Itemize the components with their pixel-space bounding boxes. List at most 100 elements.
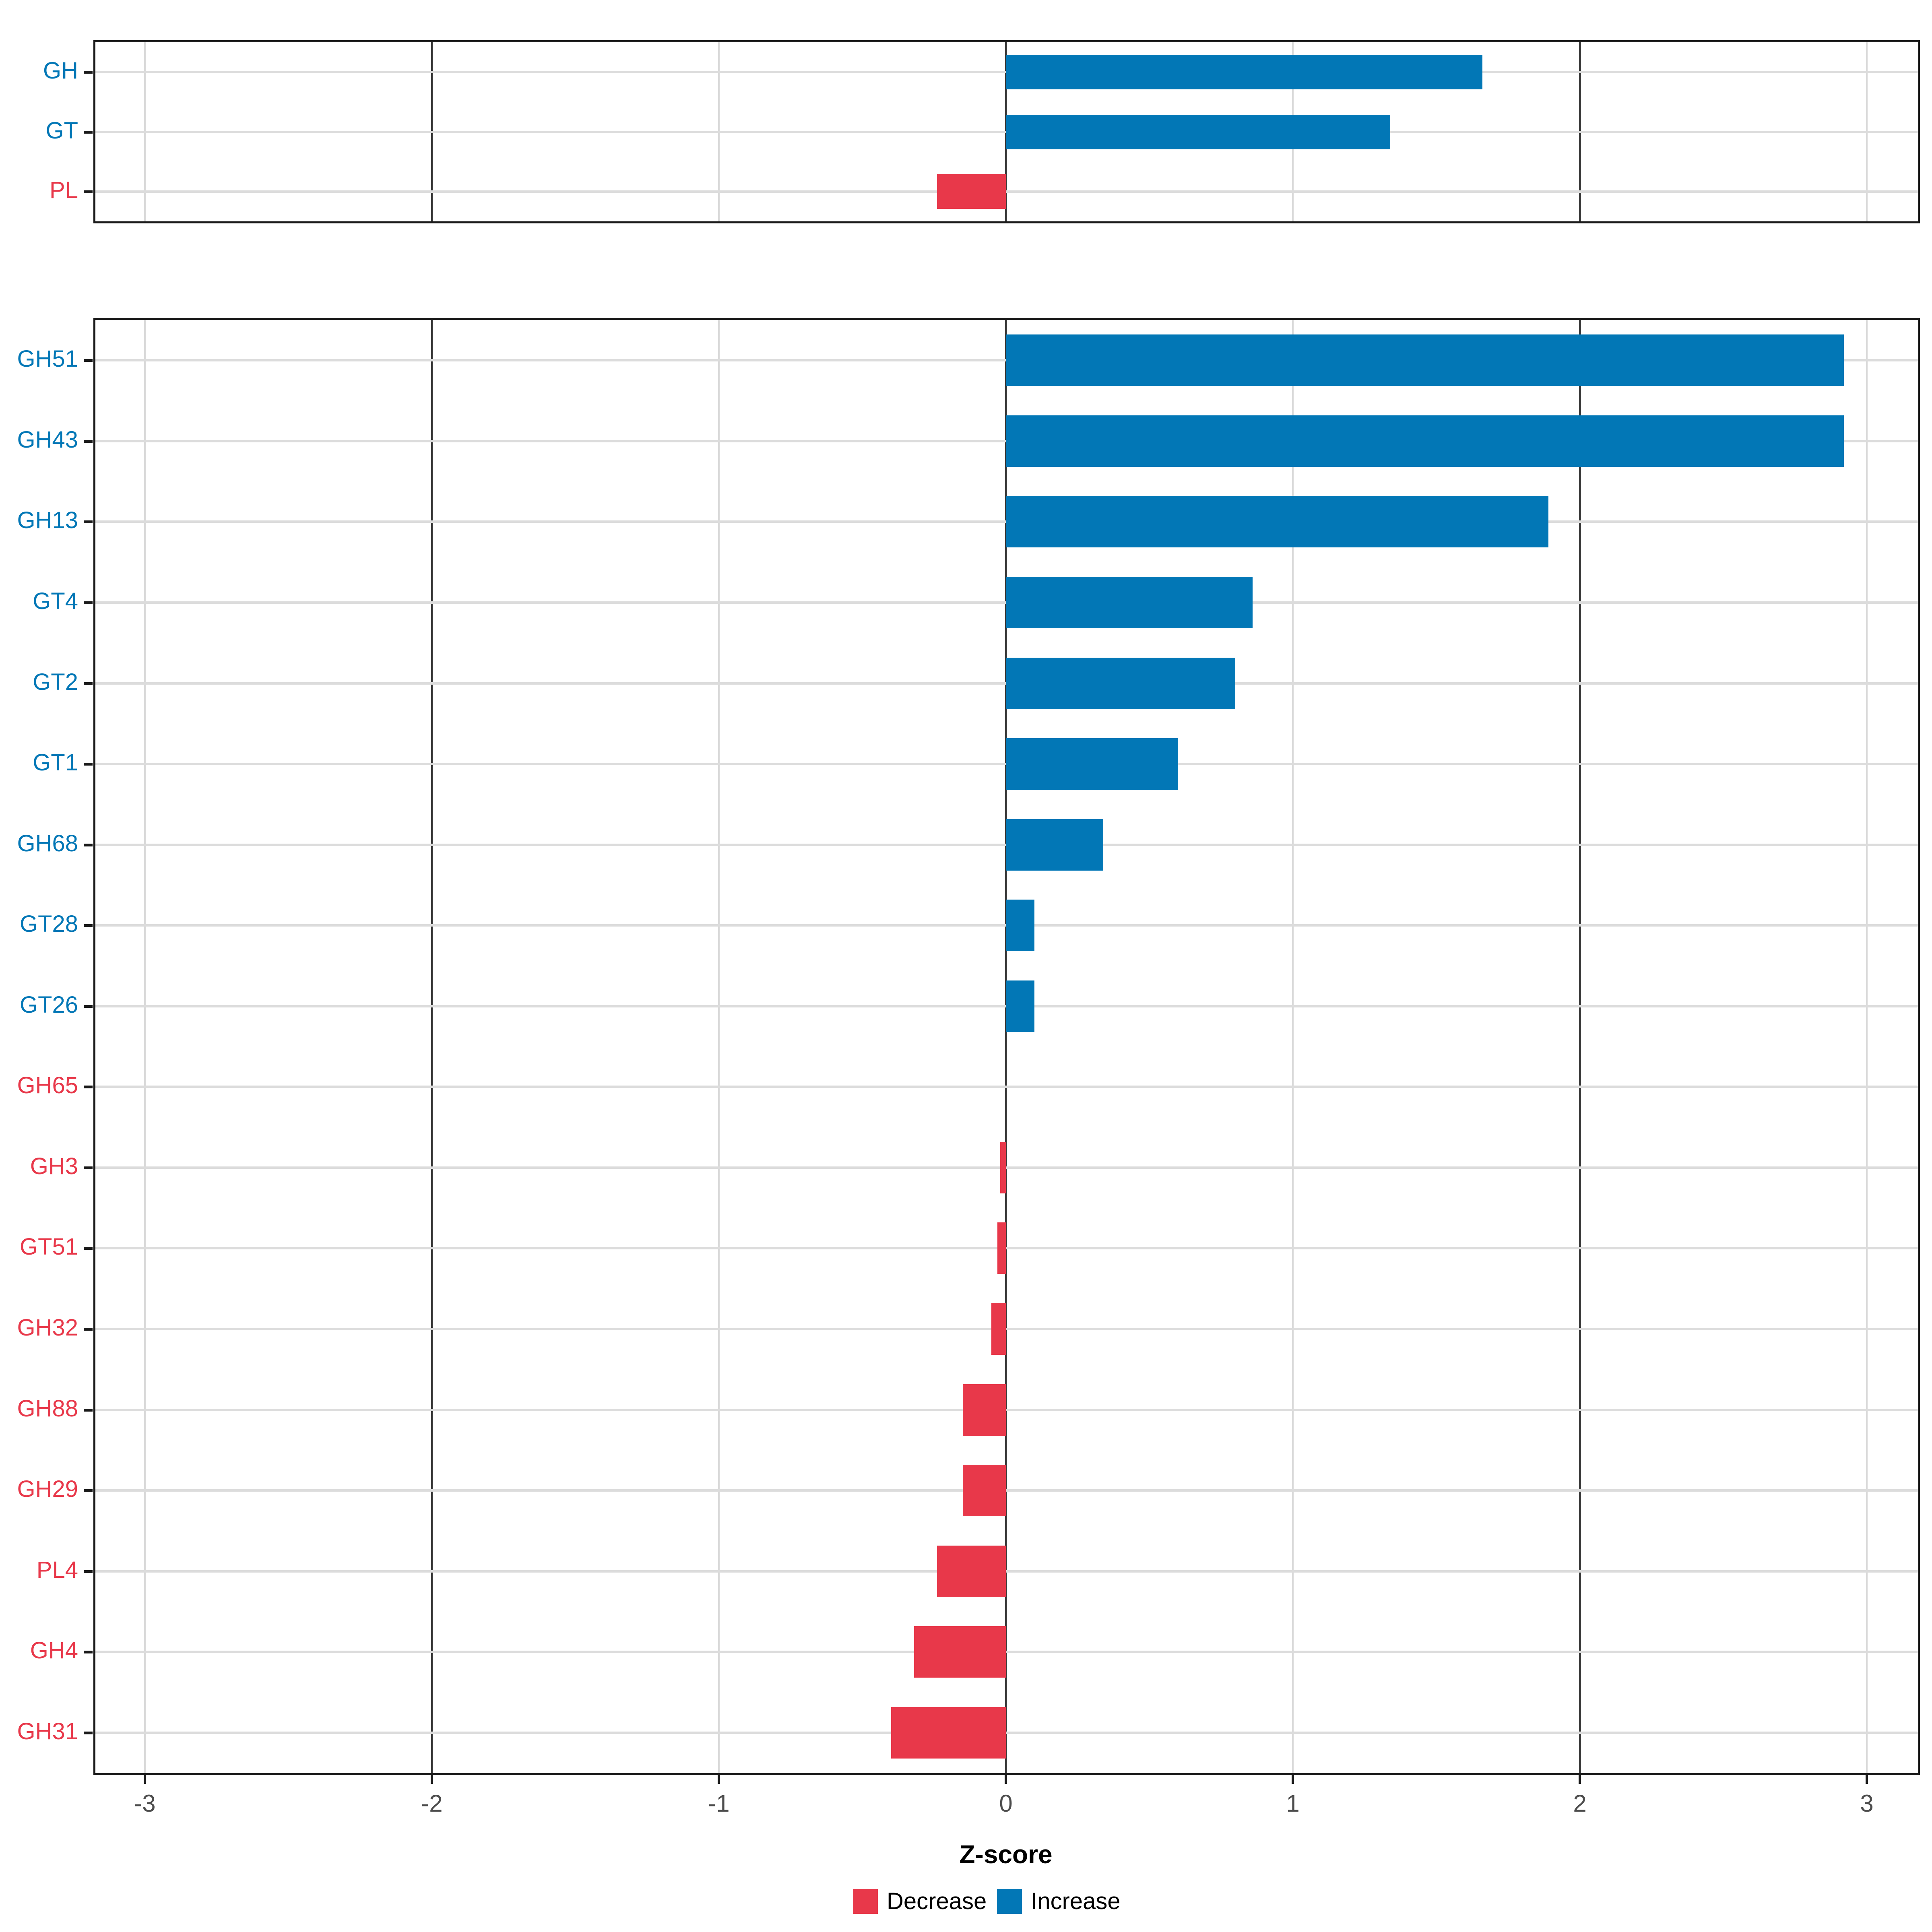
horizontal-gridline bbox=[95, 1327, 1918, 1330]
y-axis-tick bbox=[84, 190, 93, 193]
y-axis-tick bbox=[84, 1408, 93, 1412]
bar-GT28 bbox=[1006, 900, 1035, 952]
horizontal-gridline bbox=[95, 1408, 1918, 1411]
y-axis-label-GH88: GH88 bbox=[17, 1395, 78, 1422]
x-axis-title: Z-score bbox=[959, 1840, 1053, 1869]
y-axis-label-GH4: GH4 bbox=[30, 1637, 78, 1664]
bar-PL bbox=[937, 174, 1006, 209]
bar-PL4 bbox=[937, 1545, 1006, 1597]
y-axis-tick bbox=[84, 1570, 93, 1573]
y-axis-label-GT26: GT26 bbox=[19, 991, 78, 1018]
y-axis-tick bbox=[84, 520, 93, 524]
bar-GT1 bbox=[1006, 738, 1178, 790]
y-axis-label-GH65: GH65 bbox=[17, 1072, 78, 1099]
bar-GH32 bbox=[991, 1303, 1006, 1355]
bar-GH4 bbox=[914, 1626, 1006, 1678]
y-axis-tick bbox=[84, 763, 93, 766]
legend-label-increase: Increase bbox=[1031, 1888, 1121, 1914]
y-axis-tick bbox=[84, 601, 93, 604]
chart-legend: Decrease Increase bbox=[853, 1888, 1121, 1915]
x-axis-tick bbox=[1866, 1775, 1868, 1784]
vertical-gridline bbox=[1005, 320, 1007, 1773]
vertical-gridline bbox=[718, 320, 720, 1773]
horizontal-gridline bbox=[95, 1651, 1918, 1653]
bar-GT26 bbox=[1006, 980, 1035, 1032]
horizontal-gridline bbox=[95, 1247, 1918, 1250]
horizontal-gridline bbox=[95, 1489, 1918, 1492]
y-axis-label-PL: PL bbox=[50, 177, 78, 203]
x-axis-tick-label: 2 bbox=[1573, 1790, 1587, 1817]
legend-item-decrease: Decrease bbox=[853, 1888, 987, 1915]
bar-GH13 bbox=[1006, 496, 1548, 548]
y-axis-label-PL4: PL4 bbox=[36, 1556, 78, 1583]
y-axis-tick bbox=[84, 71, 93, 74]
y-axis-label-GT28: GT28 bbox=[19, 911, 78, 937]
bar-GH68 bbox=[1006, 819, 1104, 871]
x-axis-tick bbox=[431, 1775, 433, 1784]
y-axis-label-GH3: GH3 bbox=[30, 1153, 78, 1179]
y-axis-label-GT51: GT51 bbox=[19, 1234, 78, 1260]
vertical-gridline bbox=[1579, 320, 1581, 1773]
bar-GH29 bbox=[963, 1465, 1006, 1517]
bar-GH31 bbox=[891, 1707, 1006, 1759]
y-axis-label-GT1: GT1 bbox=[33, 749, 78, 776]
y-axis-tick bbox=[84, 1731, 93, 1734]
y-axis-label-GH13: GH13 bbox=[17, 507, 78, 534]
bar-GH88 bbox=[963, 1384, 1006, 1436]
bar-GT bbox=[1006, 114, 1391, 149]
y-axis-label-GH43: GH43 bbox=[17, 426, 78, 453]
horizontal-gridline bbox=[95, 1086, 1918, 1088]
y-axis-label-GH31: GH31 bbox=[17, 1718, 78, 1744]
bar-GH3 bbox=[1000, 1141, 1006, 1193]
x-axis-tick-label: -2 bbox=[421, 1790, 443, 1817]
y-axis-label-GH51: GH51 bbox=[17, 346, 78, 372]
y-axis-tick bbox=[84, 1489, 93, 1492]
x-axis-tick-label: 0 bbox=[999, 1790, 1013, 1817]
x-axis-tick bbox=[1579, 1775, 1581, 1784]
y-axis-label-GT4: GT4 bbox=[33, 588, 78, 614]
y-axis-tick bbox=[84, 359, 93, 362]
y-axis-tick bbox=[84, 130, 93, 134]
bar-GH43 bbox=[1006, 415, 1844, 467]
x-axis-tick bbox=[718, 1775, 720, 1784]
horizontal-gridline bbox=[95, 190, 1918, 193]
y-axis-label-GH68: GH68 bbox=[17, 830, 78, 857]
horizontal-gridline bbox=[95, 1731, 1918, 1734]
y-axis-label-GT2: GT2 bbox=[33, 669, 78, 695]
y-axis-tick bbox=[84, 682, 93, 685]
x-axis-tick-label: -3 bbox=[134, 1790, 156, 1817]
chart-panel-family-level bbox=[93, 318, 1920, 1775]
y-axis-label-GH29: GH29 bbox=[17, 1476, 78, 1503]
y-axis-label-GT: GT bbox=[45, 117, 78, 144]
y-axis-tick bbox=[84, 1005, 93, 1008]
vertical-gridline bbox=[1292, 320, 1294, 1773]
vertical-gridline bbox=[1866, 320, 1868, 1773]
x-axis-tick-label: -1 bbox=[708, 1790, 730, 1817]
vertical-gridline bbox=[144, 320, 146, 1773]
vertical-gridline bbox=[431, 320, 433, 1773]
bar-GH51 bbox=[1006, 334, 1844, 386]
bar-GT4 bbox=[1006, 576, 1253, 628]
x-axis-tick-label: 1 bbox=[1286, 1790, 1300, 1817]
y-axis-tick bbox=[84, 440, 93, 443]
y-axis-label-GH32: GH32 bbox=[17, 1314, 78, 1341]
y-axis-tick bbox=[84, 1327, 93, 1331]
y-axis-tick bbox=[84, 1247, 93, 1250]
bar-GT51 bbox=[997, 1222, 1006, 1274]
y-axis-label-GH: GH bbox=[43, 58, 78, 84]
y-axis-tick bbox=[84, 1166, 93, 1169]
chart-panel-class-level bbox=[93, 40, 1920, 223]
legend-label-decrease: Decrease bbox=[887, 1888, 987, 1914]
y-axis-tick bbox=[84, 843, 93, 846]
x-axis-tick bbox=[144, 1775, 146, 1784]
x-axis-tick bbox=[1292, 1775, 1294, 1784]
y-axis-tick bbox=[84, 1651, 93, 1654]
horizontal-gridline bbox=[95, 1570, 1918, 1573]
x-axis-tick bbox=[1005, 1775, 1007, 1784]
x-axis-tick-label: 3 bbox=[1860, 1790, 1874, 1817]
legend-item-increase: Increase bbox=[997, 1888, 1121, 1915]
legend-swatch-increase bbox=[997, 1889, 1022, 1914]
horizontal-gridline bbox=[95, 1166, 1918, 1169]
bar-GH bbox=[1006, 55, 1482, 90]
